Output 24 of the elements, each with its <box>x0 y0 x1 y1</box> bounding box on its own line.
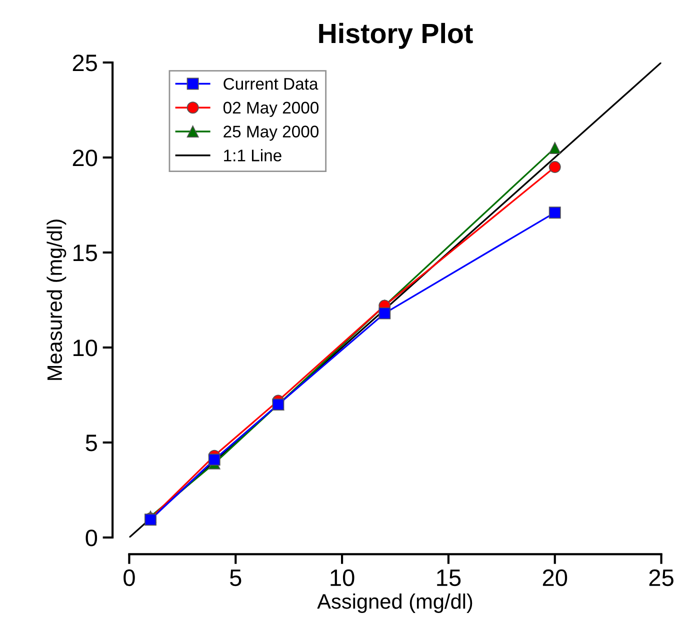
y-tick-label: 20 <box>72 150 98 166</box>
y-axis-title: Measured (mg/dl) <box>46 220 66 380</box>
point <box>548 206 561 219</box>
x-tick-label: 20 <box>542 569 568 586</box>
x-tick-label: 15 <box>437 570 461 586</box>
x-tick-label: 10 <box>330 569 354 586</box>
y-tick-label: 5 <box>86 434 97 452</box>
point <box>548 142 561 154</box>
y-tick-label: 0 <box>86 530 98 546</box>
chart-title: History Plot <box>319 22 473 49</box>
legend-label: 1:1 Line <box>224 149 282 162</box>
legend-label: 02 May 2000 <box>223 102 319 117</box>
y-tick-label: 15 <box>74 244 97 262</box>
point <box>378 307 391 320</box>
point <box>208 454 220 466</box>
x-tick-label: 25 <box>649 569 674 586</box>
x-axis-title: Assigned (mg/dl) <box>317 594 472 613</box>
x-tick-label: 5 <box>230 570 242 586</box>
x-tick-label: 0 <box>124 569 135 586</box>
point <box>548 161 561 173</box>
y-tick-label: 10 <box>74 340 98 356</box>
y-tick-label: 25 <box>72 54 97 72</box>
legend-label: 25 May 2000 <box>224 126 319 141</box>
legend-label: Current Data <box>224 78 318 90</box>
